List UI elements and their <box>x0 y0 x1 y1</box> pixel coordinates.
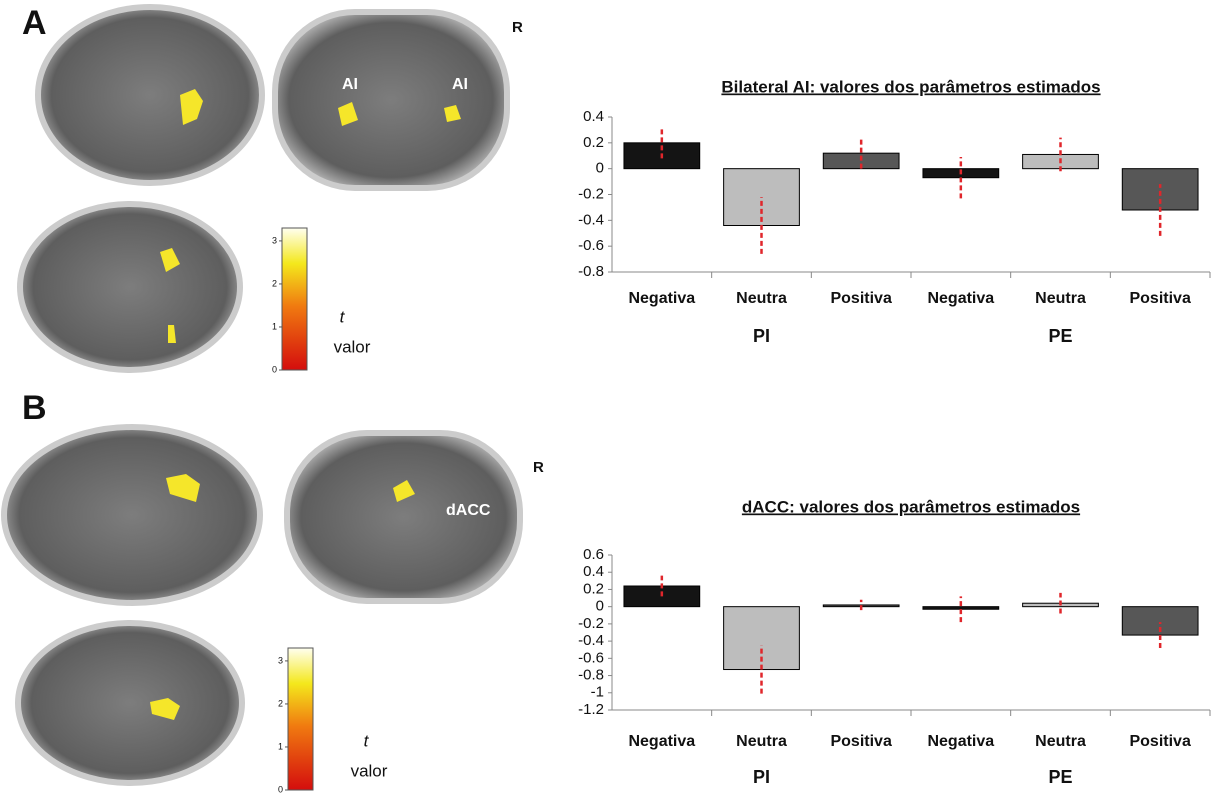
x-tick-label: Neutra <box>736 733 787 750</box>
side-label: R <box>533 459 544 476</box>
colorbar-tick-label: 3 <box>278 655 283 665</box>
colorbar <box>288 648 313 790</box>
y-tick-label: 0 <box>596 160 604 177</box>
colorbar-tick-label: 3 <box>272 235 277 245</box>
colorbar-symbol: t <box>340 307 346 326</box>
colorbar <box>282 228 307 370</box>
colorbar-tick-label: 2 <box>278 698 283 708</box>
colorbar-tick-label: 1 <box>272 321 277 331</box>
panel-label: B <box>22 389 47 427</box>
x-tick-label: Neutra <box>736 290 787 307</box>
chart-title: Bilateral AI: valores dos parâmetros est… <box>721 77 1100 96</box>
x-tick-label: Negativa <box>927 290 994 307</box>
x-tick-label: Positiva <box>830 733 891 750</box>
colorbar-tick-label: 1 <box>278 741 283 751</box>
y-tick-label: 0.2 <box>583 580 604 597</box>
x-tick-label: Positiva <box>830 290 891 307</box>
bar <box>624 586 700 607</box>
group-label: PE <box>1048 767 1072 787</box>
colorbar-symbol: t <box>364 731 370 750</box>
brain-images-b <box>4 427 520 783</box>
y-tick-label: -0.4 <box>578 211 604 228</box>
y-tick-label: -0.2 <box>578 185 604 202</box>
x-tick-label: Negativa <box>927 733 994 750</box>
y-tick-label: -0.8 <box>578 667 604 684</box>
side-label: R <box>512 19 523 36</box>
x-tick-label: Positiva <box>1129 733 1190 750</box>
y-tick-label: -1.2 <box>578 701 604 718</box>
brain-images-a <box>20 7 507 370</box>
group-label: PI <box>753 326 770 346</box>
x-tick-label: Negativa <box>628 733 695 750</box>
y-tick-label: 0.4 <box>583 563 604 580</box>
colorbar-tick-label: 0 <box>278 784 283 794</box>
bar <box>923 607 999 610</box>
group-label: PE <box>1048 326 1072 346</box>
y-tick-label: 0.2 <box>583 134 604 151</box>
y-tick-label: -0.8 <box>578 263 604 280</box>
y-tick-label: -0.6 <box>578 649 604 666</box>
y-tick-label: -0.2 <box>578 615 604 632</box>
x-tick-label: Positiva <box>1129 290 1190 307</box>
figure: A R AI AI 0 1 2 3 t valor B RdACC 0 1 2 3 t valor Bilatera… <box>0 0 1216 801</box>
group-label: PI <box>753 767 770 787</box>
y-tick-label: -0.6 <box>578 237 604 254</box>
roi-label: dACC <box>446 502 491 519</box>
y-tick-label: -1 <box>591 684 604 701</box>
y-tick-label: 0 <box>596 598 604 615</box>
panel-label: A <box>22 4 47 42</box>
y-tick-label: 0.6 <box>583 546 604 563</box>
y-tick-label: -0.4 <box>578 632 604 649</box>
colorbar-tick-label: 0 <box>272 364 277 374</box>
chart-title: dACC: valores dos parâmetros estimados <box>742 497 1080 516</box>
roi-label: AI <box>452 76 468 93</box>
colorbar-label: valor <box>351 761 388 780</box>
colorbar-label: valor <box>334 337 371 356</box>
x-tick-label: Negativa <box>628 290 695 307</box>
x-tick-label: Neutra <box>1035 290 1086 307</box>
x-tick-label: Neutra <box>1035 733 1086 750</box>
roi-label: AI <box>342 76 358 93</box>
colorbar-tick-label: 2 <box>272 278 277 288</box>
y-tick-label: 0.4 <box>583 108 604 125</box>
